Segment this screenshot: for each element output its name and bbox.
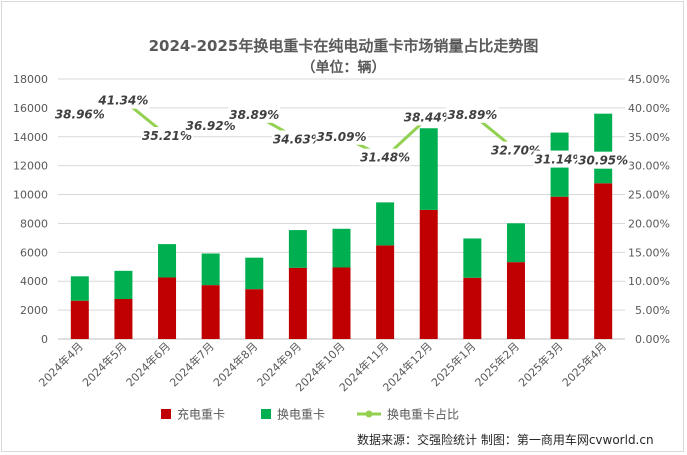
legend-label-swap: 换电重卡 — [277, 408, 325, 422]
bar-charging — [288, 267, 307, 339]
y-left-tick-label: 10000 — [13, 189, 48, 202]
ratio-data-label: 34.63% — [273, 132, 323, 146]
legend-swatch-charging — [161, 409, 171, 419]
chart-subtitle: （单位：辆） — [301, 60, 386, 76]
y-left-tick-label: 6000 — [20, 246, 48, 259]
bar-swap — [463, 238, 482, 278]
x-tick-label: 2024年5月 — [79, 339, 129, 389]
bar-swap — [201, 253, 220, 286]
ratio-label-bg — [184, 117, 237, 135]
y-right-tick-label: 0.00% — [635, 333, 670, 346]
y-left-tick-label: 14000 — [13, 131, 48, 144]
ratio-label-bg — [446, 105, 499, 123]
legend-marker-ratio — [365, 410, 373, 418]
bar-charging — [114, 298, 133, 339]
y-right-tick-label: 35.00% — [628, 131, 670, 144]
bar-charging — [376, 245, 395, 339]
ratio-data-label: 35.21% — [142, 129, 192, 143]
y-right-tick-label: 45.00% — [628, 73, 670, 86]
chart-title: 2024-2025年换电重卡在纯电动重卡市场销量占比走势图 — [148, 37, 539, 55]
legend-swatch-swap — [261, 409, 271, 419]
bar-charging — [201, 285, 220, 339]
ratio-data-label: 31.48% — [360, 151, 410, 165]
y-right-tick-label: 5.00% — [635, 304, 670, 317]
x-tick-label: 2024年8月 — [210, 339, 260, 389]
ratio-label-bg — [359, 148, 412, 166]
y-left-tick-label: 12000 — [13, 160, 48, 173]
legend-label-ratio: 换电重卡占比 — [387, 407, 459, 422]
ratio-label-bg — [315, 127, 368, 145]
bar-swap — [506, 223, 525, 263]
title-block: 2024-2025年换电重卡在纯电动重卡市场销量占比走势图 （单位：辆） — [0, 36, 687, 78]
ratio-label-bg — [489, 141, 542, 159]
bar-charging — [463, 277, 482, 339]
ratio-data-label: 35.09% — [317, 130, 367, 144]
ratio-data-label: 36.92% — [186, 119, 236, 133]
x-tick-label: 2025年3月 — [515, 339, 565, 389]
ratio-label-bg — [141, 127, 194, 145]
bar-swap — [158, 244, 177, 278]
y-right-tick-label: 15.00% — [628, 246, 670, 259]
y-left-tick-label: 8000 — [20, 217, 48, 230]
bar-charging — [419, 209, 438, 339]
bar-swap — [245, 257, 264, 290]
x-tick-label: 2025年1月 — [428, 339, 478, 389]
bar-swap — [114, 270, 133, 299]
y-right-tick-label: 40.00% — [628, 102, 670, 115]
y-left-tick-label: 18000 — [13, 73, 48, 86]
x-tick-label: 2024年4月 — [36, 339, 86, 389]
bar-charging — [550, 196, 569, 339]
x-tick-label: 2024年7月 — [167, 339, 217, 389]
bar-swap — [332, 228, 351, 268]
bar-swap — [594, 113, 613, 184]
x-tick-label: 2024年6月 — [123, 339, 173, 389]
bar-charging — [506, 262, 525, 339]
ratio-data-label: 38.44% — [404, 110, 454, 124]
bar-charging — [332, 267, 351, 339]
ratio-label-bg — [577, 151, 630, 169]
y-right-tick-label: 10.00% — [628, 275, 670, 288]
ratio-label-bg — [228, 105, 281, 123]
source-note: 数据来源：交强险统计 制图：第一商用车网cvworld.cn — [357, 433, 654, 447]
bar-swap — [288, 230, 307, 268]
ratio-label-bg — [271, 130, 324, 148]
bar-swap — [70, 276, 89, 301]
bar-charging — [70, 300, 89, 339]
y-left-tick-label: 2000 — [20, 304, 48, 317]
y-right-tick-label: 25.00% — [628, 189, 670, 202]
x-tick-label: 2025年4月 — [559, 339, 609, 389]
ratio-data-label: 38.89% — [447, 108, 497, 122]
ratio-data-label: 32.70% — [491, 144, 541, 158]
ratio-data-label: 38.96% — [55, 107, 105, 121]
bar-swap — [376, 202, 395, 246]
x-tick-label: 2025年2月 — [472, 339, 522, 389]
ratio-data-label: 38.89% — [229, 108, 279, 122]
y-left-tick-label: 16000 — [13, 102, 48, 115]
bar-charging — [158, 277, 177, 339]
ratio-label-bg — [97, 91, 150, 109]
bar-charging — [245, 289, 264, 339]
y-left-tick-label: 4000 — [20, 275, 48, 288]
y-right-tick-label: 30.00% — [628, 160, 670, 173]
legend-label-charging: 充电重卡 — [177, 407, 225, 422]
ratio-data-label: 31.14% — [535, 153, 585, 167]
ratio-label-bg — [53, 105, 106, 123]
y-right-tick-label: 20.00% — [628, 217, 670, 230]
ratio-label-bg — [402, 108, 455, 126]
bar-charging — [594, 183, 613, 339]
bar-swap — [419, 128, 438, 210]
ratio-data-label: 41.34% — [97, 94, 148, 108]
ratio-label-bg — [533, 150, 586, 168]
ratio-data-label: 30.95% — [578, 154, 628, 168]
y-left-tick-label: 0 — [41, 333, 48, 346]
